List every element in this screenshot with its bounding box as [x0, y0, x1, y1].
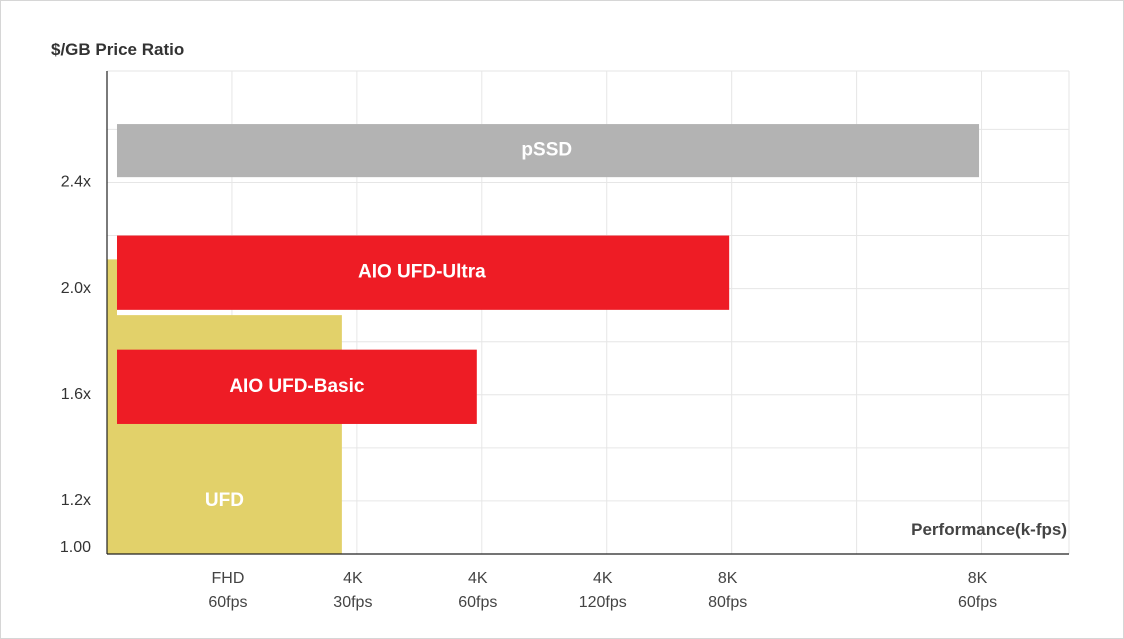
y-tick-label: 2.0x — [61, 280, 91, 297]
x-tick-label-line2: 60fps — [958, 594, 997, 611]
x-tick-label-line1: 8K — [968, 570, 988, 587]
bar-aio-ufd-basic — [116, 349, 477, 424]
x-axis-label: Performance(k-fps) — [911, 520, 1067, 539]
x-tick-label-line2: 80fps — [708, 594, 747, 611]
bar-pssd — [116, 124, 980, 178]
y-tick-label: 1.00 — [60, 539, 91, 556]
y-tick-label: 2.4x — [61, 174, 91, 191]
x-tick-label-line1: 4K — [468, 570, 488, 587]
x-tick-label-line2: 60fps — [458, 594, 497, 611]
x-tick-label-line1: 4K — [593, 570, 613, 587]
x-tick-label-line2: 30fps — [333, 594, 372, 611]
y-tick-labels: 1.00 1.2x 1.6x 2.0x 2.4x — [60, 174, 91, 557]
x-tick-label-line2: 60fps — [208, 594, 247, 611]
labels: $/GB Price Ratio Performance(k-fps) — [51, 40, 1067, 539]
bar-aio-ufd-ultra — [116, 235, 730, 310]
axes — [106, 71, 1069, 555]
bar-label-ufd: UFD — [205, 490, 244, 511]
x-tick-label-line2: 120fps — [579, 594, 627, 611]
bar-label-pssd: pSSD — [521, 140, 572, 161]
x-tick-label-line1: 4K — [343, 570, 363, 587]
x-tick-label-line1: FHD — [211, 570, 244, 587]
y-tick-label: 1.6x — [61, 386, 91, 403]
x-tick-labels: FHD 60fps 4K 30fps 4K 60fps 4K 120fps 8K 80fps 8K 6… — [208, 570, 997, 611]
bar-label-aio-ufd-ultra: AIO UFD-Ultra — [358, 262, 486, 283]
bars: UFD AIO UFD-Basic AIO UFD-Ultra pSSD — [107, 124, 980, 554]
x-tick-label-line1: 8K — [718, 570, 738, 587]
y-tick-label: 1.2x — [61, 492, 91, 509]
bar-label-aio-ufd-basic: AIO UFD-Basic — [229, 376, 365, 397]
y-axis-label: $/GB Price Ratio — [51, 40, 184, 59]
